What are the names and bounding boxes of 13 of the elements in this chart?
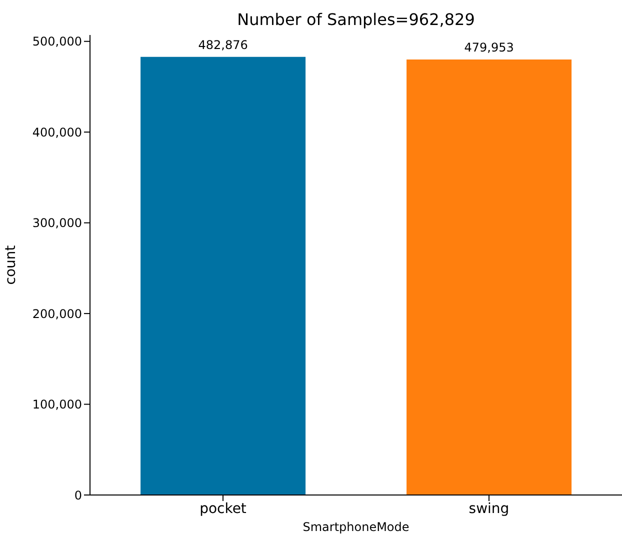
y-tick-label: 200,000 [32,306,82,321]
chart-title: Number of Samples=962,829 [236,10,476,29]
y-tick-label: 500,000 [32,34,82,49]
y-tick-label: 300,000 [32,216,82,230]
data-label: 479,953 [464,40,514,55]
x-tick-label: pocket [200,500,247,517]
y-tick-label: 400,000 [32,125,82,140]
y-tick-label: 100,000 [32,398,82,412]
y-axis-title: count [2,244,19,285]
x-axis-title: SmartphoneMode [302,520,410,534]
y-tick-label: 0 [74,488,82,502]
data-label: 482,876 [198,38,248,52]
x-tick-label: swing [468,500,510,517]
